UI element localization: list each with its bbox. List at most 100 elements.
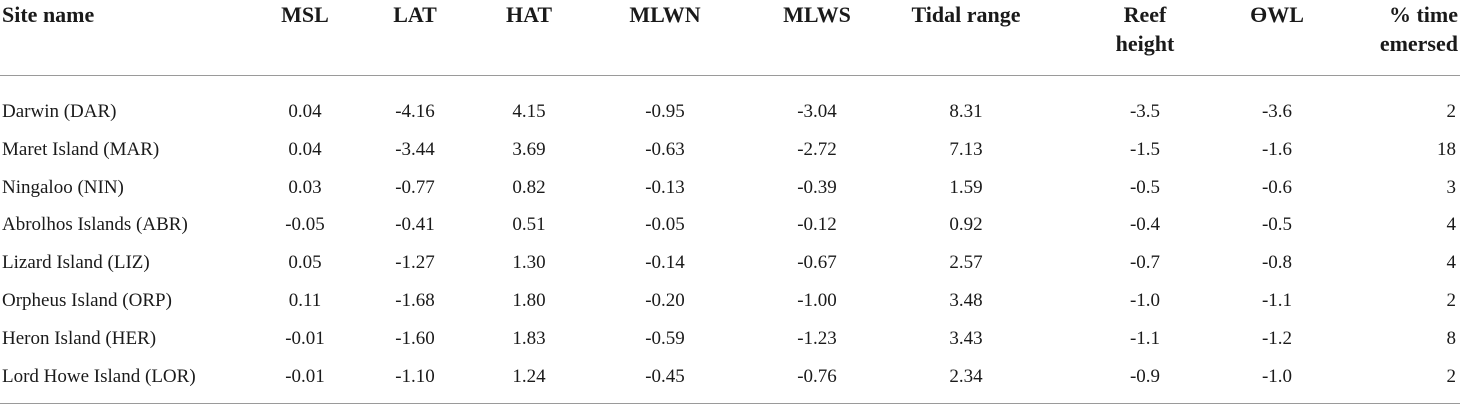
cell-msl: -0.01	[285, 365, 325, 387]
cell-percent-time-emersed: 2	[1446, 289, 1457, 311]
cell-tidal-range: 2.34	[949, 365, 983, 387]
cell-mlwn: -0.05	[645, 214, 685, 236]
cell-reef-height: -0.9	[1129, 365, 1161, 387]
cell-reef-height: -0.7	[1129, 252, 1161, 274]
header-reef-height: Reef height	[1115, 2, 1175, 56]
cell-site-name: Heron Island (HER)	[2, 327, 157, 349]
cell-msl: 0.04	[288, 138, 322, 160]
cell-lat: -1.60	[395, 327, 435, 349]
cell-msl: 0.04	[288, 101, 322, 122]
cell-lat: -1.27	[395, 252, 435, 274]
header-msl: MSL	[281, 2, 329, 27]
cell-tidal-range: 7.13	[949, 138, 983, 160]
cell-mlwn: -0.20	[645, 289, 685, 311]
header-mlwn: MLWN	[629, 2, 701, 27]
cell-reef-height: -0.4	[1129, 214, 1161, 236]
cell-theta-wl: -1.6	[1261, 138, 1293, 160]
cell-mlws: -2.72	[797, 138, 837, 160]
header-percent-time-emersed: % time emersed	[1379, 2, 1458, 56]
cell-lat: -1.68	[395, 289, 435, 311]
cell-tidal-range: 1.59	[949, 176, 983, 198]
header-hat: HAT	[505, 2, 553, 27]
cell-hat: 1.24	[512, 365, 546, 387]
cell-msl: -0.05	[285, 214, 325, 236]
cell-reef-height: -1.0	[1129, 289, 1161, 311]
cell-theta-wl: -0.8	[1261, 252, 1293, 274]
cell-lat: -3.44	[395, 138, 435, 160]
cell-percent-time-emersed: 4	[1446, 252, 1457, 274]
cell-hat: 1.83	[512, 327, 546, 349]
cell-hat: 0.51	[512, 214, 546, 236]
table-row: Darwin (DAR) 0.04 -4.16 4.15 -0.95 -3.04 8.31 -…	[0, 93, 1460, 131]
header-lat: LAT	[393, 2, 437, 27]
cell-percent-time-emersed: 2	[1446, 365, 1457, 387]
cell-msl: 0.03	[288, 176, 322, 198]
cell-hat: 0.82	[512, 176, 546, 198]
table-row: Heron Island (HER) -0.01 -1.60 1.83 -0.59 -1.…	[0, 320, 1460, 358]
table-row: Abrolhos Islands (ABR) -0.05 -0.41 0.51 -0.0…	[0, 206, 1460, 244]
cell-hat: 4.15	[512, 101, 546, 122]
cell-mlwn: -0.59	[645, 327, 685, 349]
tide-table: Site name MSL LAT HAT MLWN MLWS Tidal range Ree…	[0, 0, 1460, 395]
cell-theta-wl: -1.0	[1261, 365, 1293, 387]
cell-mlws: -1.00	[797, 289, 837, 311]
table-body: Darwin (DAR) 0.04 -4.16 4.15 -0.95 -3.04 8.31 -…	[0, 76, 1460, 395]
cell-tidal-range: 0.92	[949, 214, 983, 236]
cell-percent-time-emersed: 4	[1446, 214, 1457, 236]
cell-lat: -1.10	[395, 365, 435, 387]
table-header-row: Site name MSL LAT HAT MLWN MLWS Tidal range Ree…	[0, 0, 1460, 76]
cell-mlws: -1.23	[797, 327, 837, 349]
cell-reef-height: -3.5	[1129, 101, 1161, 122]
cell-tidal-range: 3.43	[949, 327, 983, 349]
cell-lat: -4.16	[395, 101, 435, 122]
cell-mlws: -0.76	[797, 365, 837, 387]
cell-mlwn: -0.13	[645, 176, 685, 198]
cell-lat: -0.77	[395, 176, 435, 198]
cell-percent-time-emersed: 3	[1446, 176, 1457, 198]
cell-mlwn: -0.45	[645, 365, 685, 387]
cell-percent-time-emersed: 18	[1437, 138, 1456, 160]
cell-site-name: Orpheus Island (ORP)	[2, 289, 172, 311]
cell-percent-time-emersed: 2	[1446, 101, 1457, 122]
table-row: Lizard Island (LIZ) 0.05 -1.27 1.30 -0.14 -0.…	[0, 244, 1460, 282]
cell-mlwn: -0.14	[645, 252, 685, 274]
header-mlws: MLWS	[783, 2, 851, 27]
cell-site-name: Darwin (DAR)	[2, 101, 117, 122]
header-theta-wl: ƟWL	[1250, 2, 1304, 27]
cell-tidal-range: 2.57	[949, 252, 983, 274]
cell-hat: 1.80	[512, 289, 546, 311]
cell-mlwn: -0.95	[645, 101, 685, 122]
table-bottom-rule	[0, 403, 1460, 404]
cell-mlws: -0.12	[797, 214, 837, 236]
table-row: Orpheus Island (ORP) 0.11 -1.68 1.80 -0.20 -1…	[0, 282, 1460, 320]
cell-mlws: -3.04	[797, 101, 837, 122]
cell-site-name: Abrolhos Islands (ABR)	[2, 214, 188, 236]
cell-theta-wl: -1.2	[1261, 327, 1293, 349]
cell-theta-wl: -0.6	[1261, 176, 1293, 198]
cell-theta-wl: -3.6	[1261, 101, 1293, 122]
cell-lat: -0.41	[395, 214, 435, 236]
cell-reef-height: -1.1	[1129, 327, 1161, 349]
cell-msl: 0.11	[288, 289, 322, 311]
cell-tidal-range: 3.48	[949, 289, 983, 311]
table-row: Maret Island (MAR) 0.04 -3.44 3.69 -0.63 -2.7…	[0, 131, 1460, 169]
cell-msl: 0.05	[288, 252, 322, 274]
cell-msl: -0.01	[285, 327, 325, 349]
cell-percent-time-emersed: 8	[1446, 327, 1457, 349]
cell-theta-wl: -1.1	[1261, 289, 1293, 311]
cell-theta-wl: -0.5	[1261, 214, 1293, 236]
cell-tidal-range: 8.31	[949, 101, 983, 122]
cell-reef-height: -0.5	[1129, 176, 1161, 198]
header-site-name: Site name	[2, 2, 95, 27]
header-tidal-range: Tidal range	[911, 2, 1021, 27]
cell-site-name: Lord Howe Island (LOR)	[2, 365, 196, 387]
cell-mlws: -0.67	[797, 252, 837, 274]
cell-site-name: Ningaloo (NIN)	[2, 176, 124, 198]
cell-mlws: -0.39	[797, 176, 837, 198]
table-row: Ningaloo (NIN) 0.03 -0.77 0.82 -0.13 -0.39 1.5…	[0, 169, 1460, 207]
cell-hat: 3.69	[512, 138, 546, 160]
cell-reef-height: -1.5	[1129, 138, 1161, 160]
cell-mlwn: -0.63	[645, 138, 685, 160]
cell-hat: 1.30	[512, 252, 546, 274]
cell-site-name: Maret Island (MAR)	[2, 138, 160, 160]
